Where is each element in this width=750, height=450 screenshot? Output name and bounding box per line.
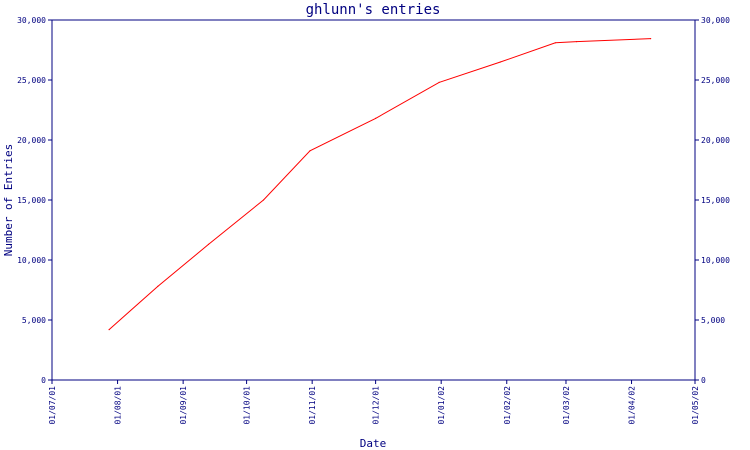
- data-point: [554, 42, 557, 44]
- data-point: [108, 329, 110, 331]
- x-tick-label: 01/08/01: [114, 386, 123, 425]
- y-tick-label-right: 20,000: [701, 136, 730, 145]
- x-tick-label: 01/03/02: [562, 386, 571, 425]
- y-tick-label-right: 25,000: [701, 76, 730, 85]
- data-point: [650, 38, 652, 40]
- data-point: [375, 117, 377, 119]
- x-tick-label: 01/09/01: [179, 386, 188, 425]
- data-point: [157, 285, 159, 287]
- y-tick-label-right: 10,000: [701, 256, 730, 265]
- y-tick-label-left: 0: [41, 376, 46, 385]
- x-axis-label: Date: [360, 437, 387, 450]
- x-tick-label: 01/05/02: [691, 386, 700, 425]
- y-tick-label-left: 25,000: [17, 76, 46, 85]
- y-tick-label-right: 30,000: [701, 16, 730, 25]
- data-point: [309, 150, 311, 152]
- x-tick-label: 01/02/02: [503, 386, 512, 425]
- y-tick-label-left: 20,000: [17, 136, 46, 145]
- y-tick-label-left: 5,000: [22, 316, 46, 325]
- chart-title: ghlunn's entries: [306, 2, 441, 18]
- y-tick-label-left: 10,000: [17, 256, 46, 265]
- data-point: [207, 243, 210, 245]
- x-tick-label: 01/01/02: [437, 386, 446, 425]
- x-tick-label: 01/12/01: [372, 386, 381, 425]
- data-point: [262, 199, 265, 201]
- data-point: [438, 81, 440, 83]
- x-tick-label: 01/11/01: [308, 386, 317, 425]
- x-tick-label: 01/10/01: [243, 386, 252, 425]
- plot-frame: [51, 19, 696, 381]
- data-point: [576, 41, 578, 43]
- y-tick-label-right: 0: [701, 376, 706, 385]
- y-tick-label-right: 5,000: [701, 316, 725, 325]
- series-line: [108, 38, 651, 330]
- y-tick-label-right: 15,000: [701, 196, 730, 205]
- x-tick-label: 01/07/01: [48, 386, 57, 425]
- data-point: [499, 61, 501, 63]
- y-axis-label: Number of Entries: [2, 144, 15, 257]
- y-tick-label-left: 15,000: [17, 196, 46, 205]
- x-tick-label: 01/04/02: [628, 386, 637, 425]
- y-tick-label-left: 30,000: [17, 16, 46, 25]
